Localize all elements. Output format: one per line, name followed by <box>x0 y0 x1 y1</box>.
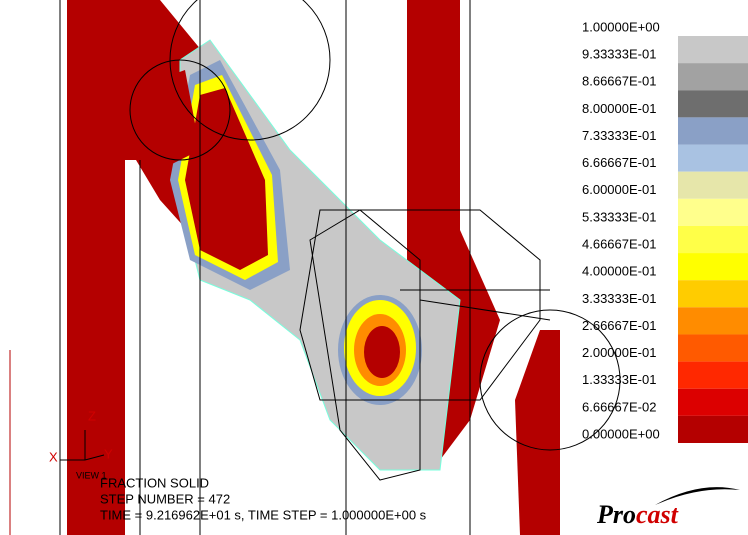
screen: Z X Y VIEW 1 FRACTION SOLID STEP NUMBER … <box>0 0 748 535</box>
legend-band <box>678 280 748 307</box>
legend-label: 5.33333E-01 <box>582 209 656 224</box>
legend-label: 1.00000E+00 <box>582 19 660 34</box>
legend-band <box>678 253 748 280</box>
logo-cast: cast <box>636 500 679 529</box>
legend-label: 0.00000E+00 <box>582 426 660 441</box>
step-number: STEP NUMBER = 472 <box>100 491 230 506</box>
legend-label: 6.66667E-01 <box>582 155 656 170</box>
legend-band <box>678 226 748 253</box>
legend-label: 4.66667E-01 <box>582 237 656 252</box>
legend-label: 6.00000E-01 <box>582 182 656 197</box>
axis-x: X <box>49 449 58 464</box>
logo-pro: Pro <box>596 500 636 529</box>
legend-band <box>678 389 748 416</box>
legend-label: 8.66667E-01 <box>582 74 656 89</box>
variable-name: FRACTION SOLID <box>100 475 209 490</box>
time-info: TIME = 9.216962E+01 s, TIME STEP = 1.000… <box>100 507 427 522</box>
legend-label: 7.33333E-01 <box>582 128 656 143</box>
legend-band <box>678 307 748 334</box>
legend-label: 9.33333E-01 <box>582 47 656 62</box>
legend-band <box>678 90 748 117</box>
legend-label: 3.33333E-01 <box>582 291 656 306</box>
axis-z: Z <box>88 408 96 423</box>
scene <box>0 0 620 535</box>
legend-label: 1.33333E-01 <box>582 372 656 387</box>
legend-band <box>678 362 748 389</box>
logo: Procast <box>596 487 740 529</box>
legend-label: 6.66667E-02 <box>582 399 656 414</box>
legend-band <box>678 172 748 199</box>
legend-band <box>678 63 748 90</box>
legend-band <box>678 36 748 63</box>
color-legend: 1.00000E+00 9.33333E-01 8.66667E-01 8.00000… <box>582 19 748 443</box>
legend-band <box>678 199 748 226</box>
legend-label: 4.00000E-01 <box>582 264 656 279</box>
legend-band <box>678 416 748 443</box>
legend-label: 2.00000E-01 <box>582 345 656 360</box>
svg-text:Procast: Procast <box>596 500 679 529</box>
axis-y: Y <box>104 446 113 461</box>
legend-label: 8.00000E-01 <box>582 101 656 116</box>
legend-label: 2.66667E-01 <box>582 318 656 333</box>
legend-band <box>678 334 748 361</box>
legend-band <box>678 117 748 144</box>
legend-band <box>678 145 748 172</box>
